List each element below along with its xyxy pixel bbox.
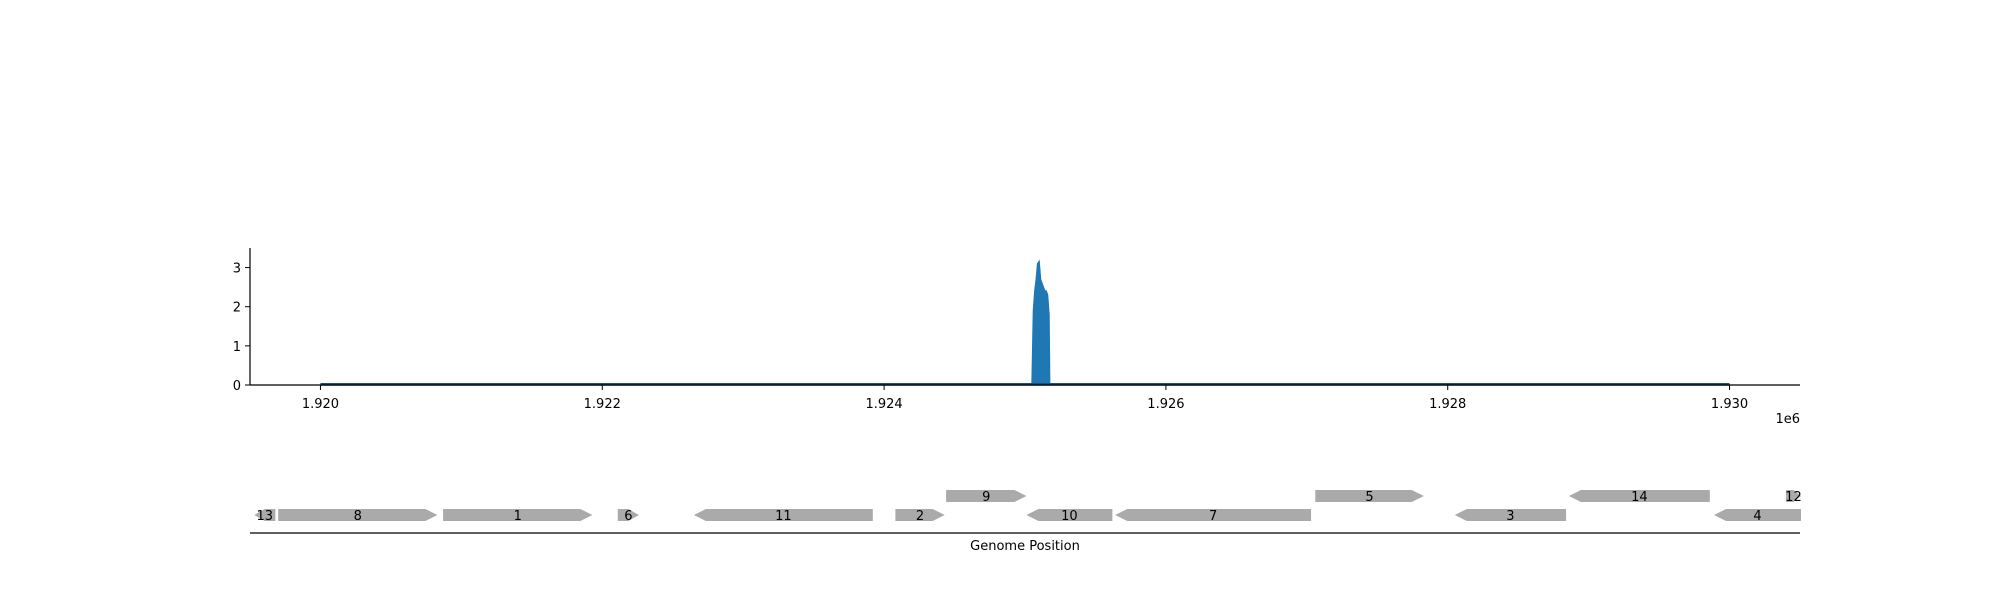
- x-axis-title: Genome Position: [970, 539, 1080, 554]
- gene-label-11: 11: [775, 509, 792, 524]
- gene-label-5: 5: [1365, 490, 1373, 505]
- gene-arrow-7: [1115, 509, 1312, 521]
- x-tick-label: 1.930: [1711, 397, 1748, 412]
- y-tick-label: 3: [233, 262, 241, 277]
- gene-group: 13 8 1 6 11 2 9 10 7 5 3 14 4 12: [254, 490, 1802, 524]
- x-tick-label: 1.928: [1429, 397, 1466, 412]
- gene-arrow-6: [617, 509, 639, 521]
- gene-track: 13 8 1 6 11 2 9 10 7 5 3 14 4 12 Genome Position: [250, 490, 1802, 554]
- x-offset-label: 1e6: [1775, 412, 1800, 427]
- gene-arrow-13: [254, 509, 276, 521]
- coverage-plot: 0 1 2 3 1.920 1.922 1.924 1.926 1.928 1.930 1e6: [233, 248, 1800, 427]
- coverage-area-0: [320, 259, 1730, 386]
- gene-label-13: 13: [257, 509, 274, 524]
- gene-arrow-9: [946, 490, 1027, 502]
- gene-arrow-1: [443, 509, 593, 521]
- gene-label-6: 6: [624, 509, 632, 524]
- gene-label-3: 3: [1506, 509, 1514, 524]
- gene-arrow-4: [1714, 509, 1801, 521]
- gene-arrow-8: [278, 509, 438, 521]
- x-tick-label: 1.920: [302, 397, 339, 412]
- gene-arrow-11: [693, 509, 873, 521]
- x-ticks: 1.920 1.922 1.924 1.926 1.928 1.930: [302, 385, 1748, 412]
- gene-label-4: 4: [1753, 509, 1761, 524]
- y-tick-label: 2: [233, 301, 241, 316]
- y-ticks: 0 1 2 3: [233, 262, 250, 394]
- gene-arrow-3: [1454, 509, 1567, 521]
- gene-label-2: 2: [916, 509, 924, 524]
- gene-arrow-12: [1785, 490, 1801, 502]
- gene-label-12: 12: [1785, 490, 1802, 505]
- gene-label-10: 10: [1061, 509, 1078, 524]
- gene-label-8: 8: [354, 509, 362, 524]
- gene-arrow-14: [1568, 490, 1710, 502]
- gene-arrow-5: [1315, 490, 1424, 502]
- coverage-area-group: [320, 259, 1730, 386]
- gene-arrow-2: [895, 509, 945, 521]
- y-tick-label: 1: [233, 340, 241, 355]
- gene-label-9: 9: [982, 490, 990, 505]
- x-tick-label: 1.922: [584, 397, 621, 412]
- gene-label-1: 1: [514, 509, 522, 524]
- x-tick-label: 1.926: [1147, 397, 1184, 412]
- gene-arrow-10: [1026, 509, 1113, 521]
- y-tick-label: 0: [233, 379, 241, 394]
- gene-label-14: 14: [1631, 490, 1648, 505]
- gene-label-7: 7: [1209, 509, 1217, 524]
- x-tick-label: 1.924: [865, 397, 902, 412]
